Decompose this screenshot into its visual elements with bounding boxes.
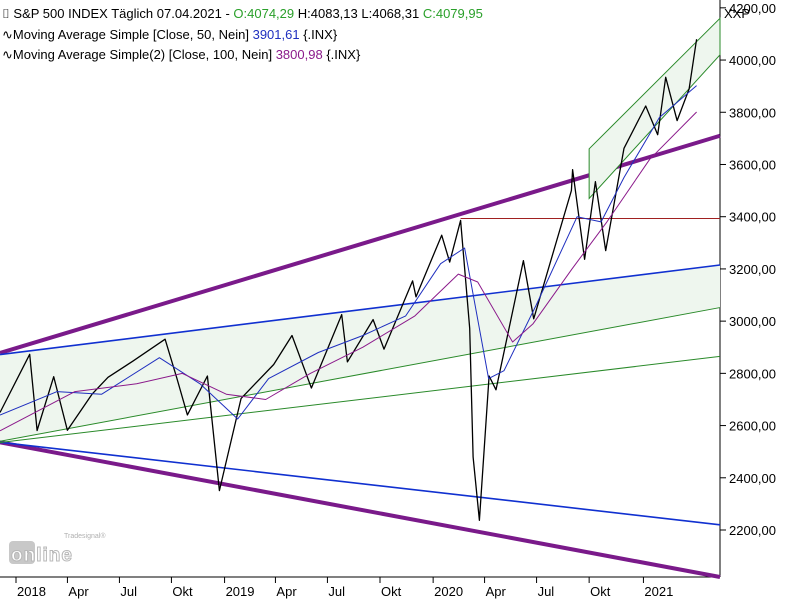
y-tick-label: 4200,00 (729, 1, 776, 16)
legend-line-3: ∿Moving Average Simple(2) [Close, 100, N… (2, 47, 361, 62)
x-tick-label: Jul (538, 584, 555, 599)
ma100-value: 3800,98 (276, 47, 323, 62)
ma50-label: Moving Average Simple [Close, 50, Nein] (13, 27, 249, 42)
x-tick-label: 2019 (226, 584, 255, 599)
x-tick-label: Okt (590, 584, 611, 599)
y-tick-label: 3400,00 (729, 210, 776, 225)
ma50-line (0, 85, 697, 420)
x-tick-label: 2018 (17, 584, 46, 599)
y-tick-label: 2800,00 (729, 366, 776, 381)
upper-blue (0, 264, 721, 356)
lower-purple-support (0, 440, 721, 579)
candlestick-icon: ⌷ (2, 6, 13, 21)
green-up-channel (588, 17, 721, 200)
y-tick-label: 3800,00 (729, 105, 776, 120)
y-tick-label: 3600,00 (729, 157, 776, 172)
mid-green (0, 307, 721, 442)
x-tick-label: Apr (276, 584, 297, 599)
quote-date: 07.04.2021 (157, 6, 222, 21)
ma50-value: 3901,61 (253, 27, 300, 42)
series-layer (0, 39, 698, 521)
wave-icon: ∿ (2, 27, 13, 42)
ma100-label: Moving Average Simple(2) [Close, 100, Ne… (13, 47, 272, 62)
x-tick-label: 2021 (644, 584, 673, 599)
ma100-symbol: {.INX} (326, 47, 361, 62)
close-value: C:4079,95 (423, 6, 483, 21)
price-line (0, 39, 698, 521)
y-tick-label: 2600,00 (729, 419, 776, 434)
y-tick-label: 3200,00 (729, 262, 776, 277)
x-tick-label: Jul (120, 584, 137, 599)
watermark-small-text: Tradesignal® (64, 532, 106, 540)
x-tick-label: Okt (172, 584, 193, 599)
legend-line-2: ∿Moving Average Simple [Close, 50, Nein]… (2, 27, 338, 42)
ma50-symbol: {.INX} (303, 27, 338, 42)
high-value: H:4083,13 (298, 6, 358, 21)
trendline-layer (0, 17, 721, 579)
open-value: O:4074,29 (233, 6, 294, 21)
x-axis: 2018 Apr Jul Okt 2019 Apr Jul Okt 2020 Apr Jul Okt 2… (15, 577, 673, 599)
legend: ⌷ S&P 500 INDEX Täglich 07.04.2021 - O:4… (2, 6, 483, 62)
lower-blue (0, 441, 721, 526)
x-tick-label: Okt (381, 584, 402, 599)
wave-icon: ∿ (2, 47, 13, 62)
y-tick-label: 2400,00 (729, 471, 776, 486)
y-tick-label: 2200,00 (729, 523, 776, 538)
y-tick-label: 3000,00 (729, 314, 776, 329)
watermark-large-text: online (11, 545, 73, 566)
legend-line-1: ⌷ S&P 500 INDEX Täglich 07.04.2021 - O:4… (2, 6, 483, 21)
x-tick-label: Jul (328, 584, 345, 599)
watermark-logo: Tradesignal® online (9, 532, 106, 567)
low-value: L:4068,31 (361, 6, 419, 21)
instrument-name: S&P 500 INDEX Täglich (13, 6, 153, 21)
blue-green-channel-fill (0, 265, 720, 442)
y-tick-label: 4000,00 (729, 53, 776, 68)
y-axis-label: XXP (724, 6, 750, 21)
ma100-line (0, 111, 697, 432)
x-tick-label: 2020 (434, 584, 463, 599)
lower-green (0, 355, 721, 444)
x-tick-label: Apr (486, 584, 507, 599)
x-tick-label: Apr (68, 584, 89, 599)
